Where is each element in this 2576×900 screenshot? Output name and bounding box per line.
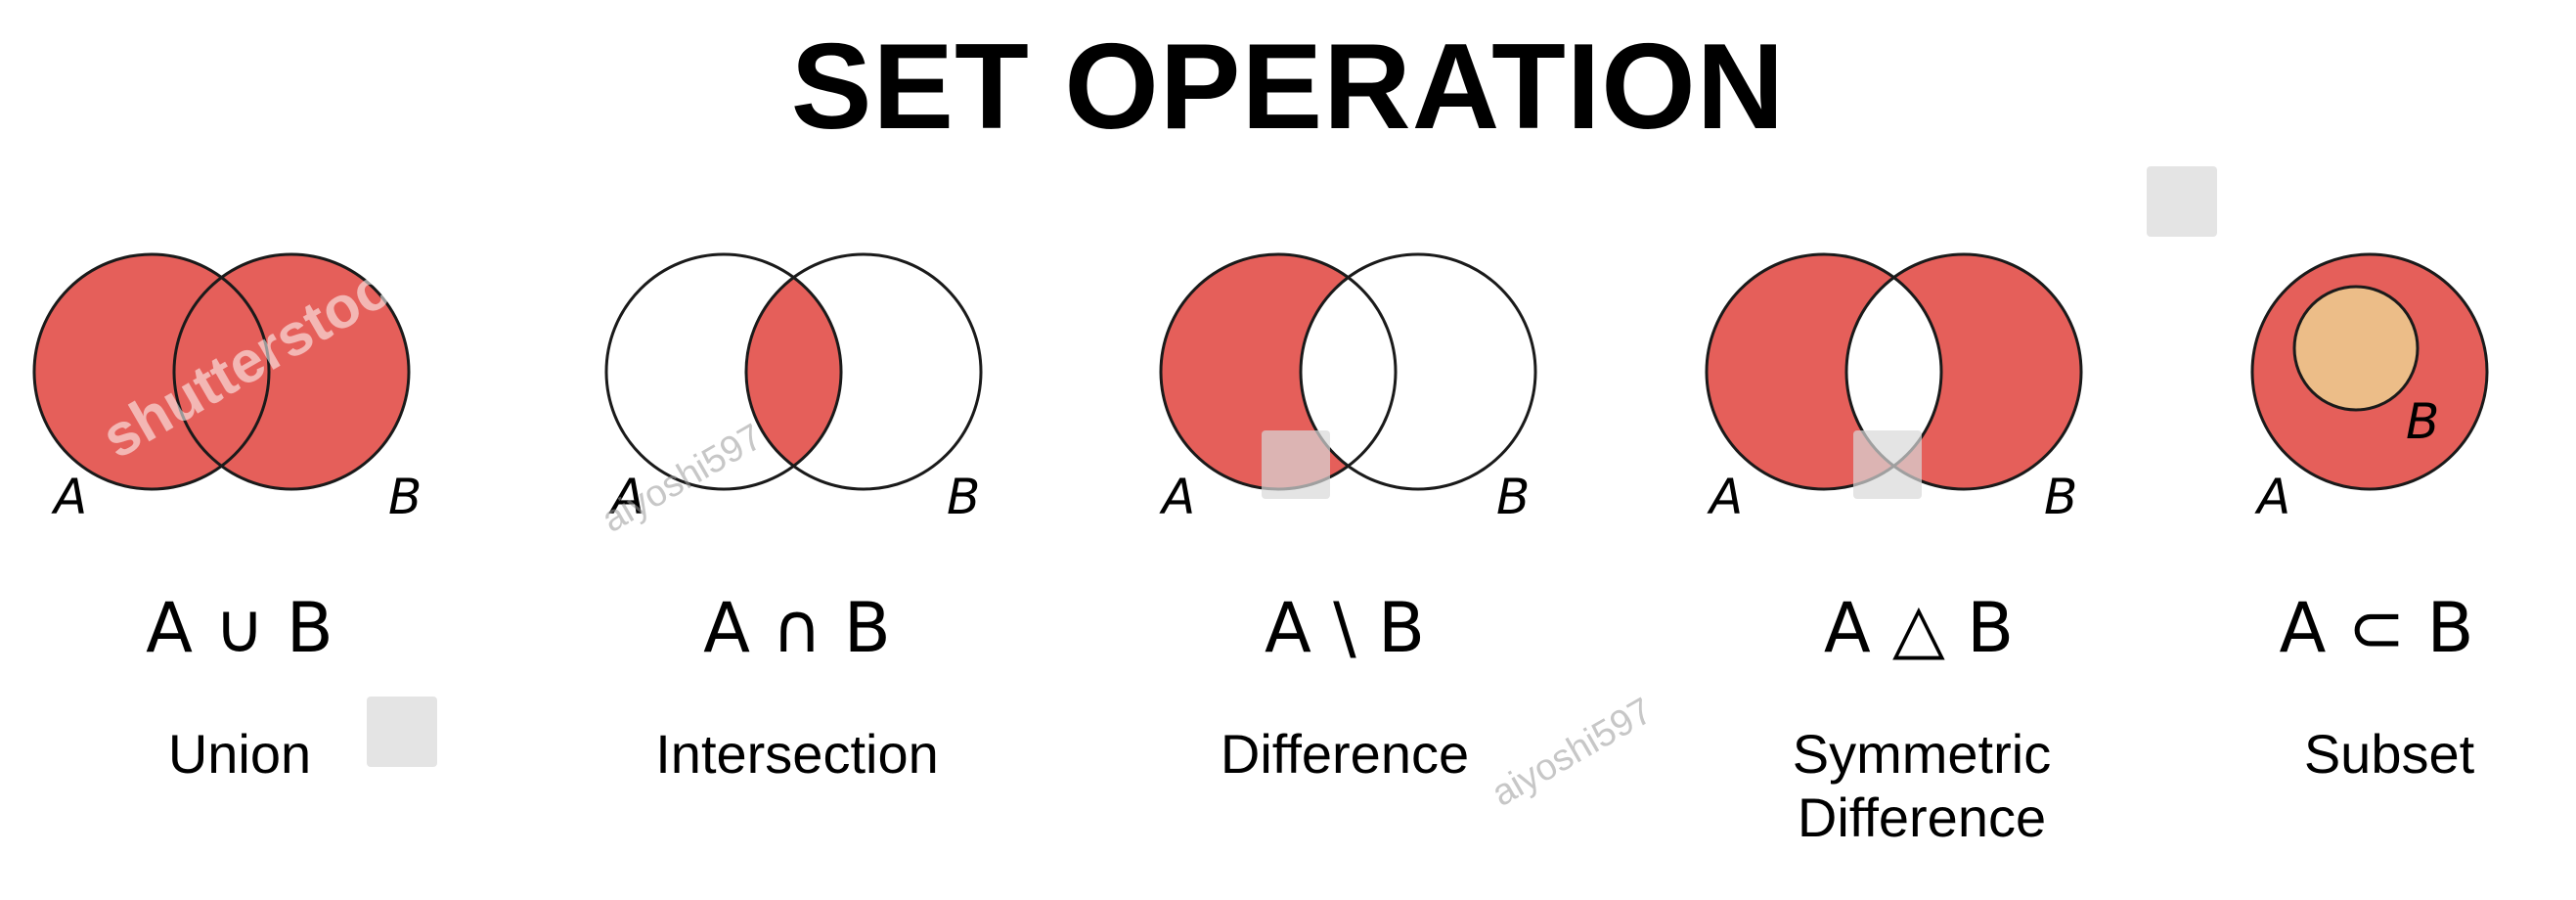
union-panel: A B A ∪ B Union — [32, 252, 422, 785]
difference-lens-cutout — [1301, 254, 1396, 489]
symmetric-name-line-1: Symmetric — [1793, 723, 2051, 785]
intersection-set-a-outline — [604, 252, 843, 491]
symmetric-notation: A △ B — [1824, 588, 2014, 668]
intersection-label-a: A — [608, 469, 644, 525]
subset-notation: A ⊂ B — [2279, 588, 2473, 668]
intersection-set-b-outline — [744, 252, 983, 491]
symmetric-label-a: A — [1707, 469, 1743, 525]
union-venn — [32, 252, 411, 491]
difference-label-a: A — [1159, 469, 1195, 525]
symmetric-set-b-outline — [1844, 252, 2083, 491]
subset-panel: A B A ⊂ B Subset — [2250, 252, 2489, 785]
symmetric-name-line-2: Difference — [1798, 787, 2046, 848]
intersection-name: Intersection — [655, 723, 939, 785]
watermark-logo-box-2 — [367, 697, 437, 767]
union-set-a-outline — [32, 252, 271, 491]
watermark-author-2: aiyoshi597 — [1486, 691, 1660, 815]
symmetric-label-b: B — [2044, 469, 2077, 525]
subset-inner-set-circle — [2294, 287, 2418, 410]
union-label-a: A — [51, 469, 87, 525]
watermark-logo-box-4 — [1853, 430, 1922, 499]
symmetric-difference-panel: A B A △ B Symmetric Difference — [1705, 252, 2083, 848]
subset-name: Subset — [2304, 723, 2475, 785]
watermark-layer: shutterstock shutterstock aiyoshi597 aiy… — [91, 166, 2576, 815]
symmetric-set-a-outline — [1705, 252, 1943, 491]
intersection-venn — [604, 252, 983, 491]
difference-label-b: B — [1496, 469, 1530, 525]
subset-inner-set-outline — [2292, 285, 2420, 412]
difference-venn — [1159, 252, 1537, 491]
union-name: Union — [168, 723, 311, 785]
intersection-panel: A B A ∩ B Intersection — [604, 252, 983, 785]
difference-name: Difference — [1221, 723, 1469, 785]
union-label-b: B — [388, 469, 422, 525]
intersection-label-b: B — [947, 469, 980, 525]
subset-label-b: B — [2406, 393, 2439, 450]
intersection-lens-region — [746, 254, 841, 489]
union-set-a-circle — [34, 254, 269, 489]
subset-label-a: A — [2254, 469, 2290, 525]
subset-venn — [2250, 252, 2489, 491]
union-set-b-outline — [172, 252, 411, 491]
subset-outer-set-outline — [2250, 252, 2489, 491]
intersection-notation: A ∩ B — [703, 588, 891, 668]
difference-set-b-outline — [1299, 252, 1537, 491]
union-notation: A ∪ B — [146, 588, 333, 668]
watermark-logo-box-1 — [2147, 166, 2217, 237]
watermark-logo-box-3 — [1262, 430, 1330, 499]
page-title: SET OPERATION — [790, 20, 1786, 155]
difference-notation: A \ B — [1265, 588, 1425, 668]
difference-panel: A B A \ B Difference — [1159, 252, 1537, 785]
